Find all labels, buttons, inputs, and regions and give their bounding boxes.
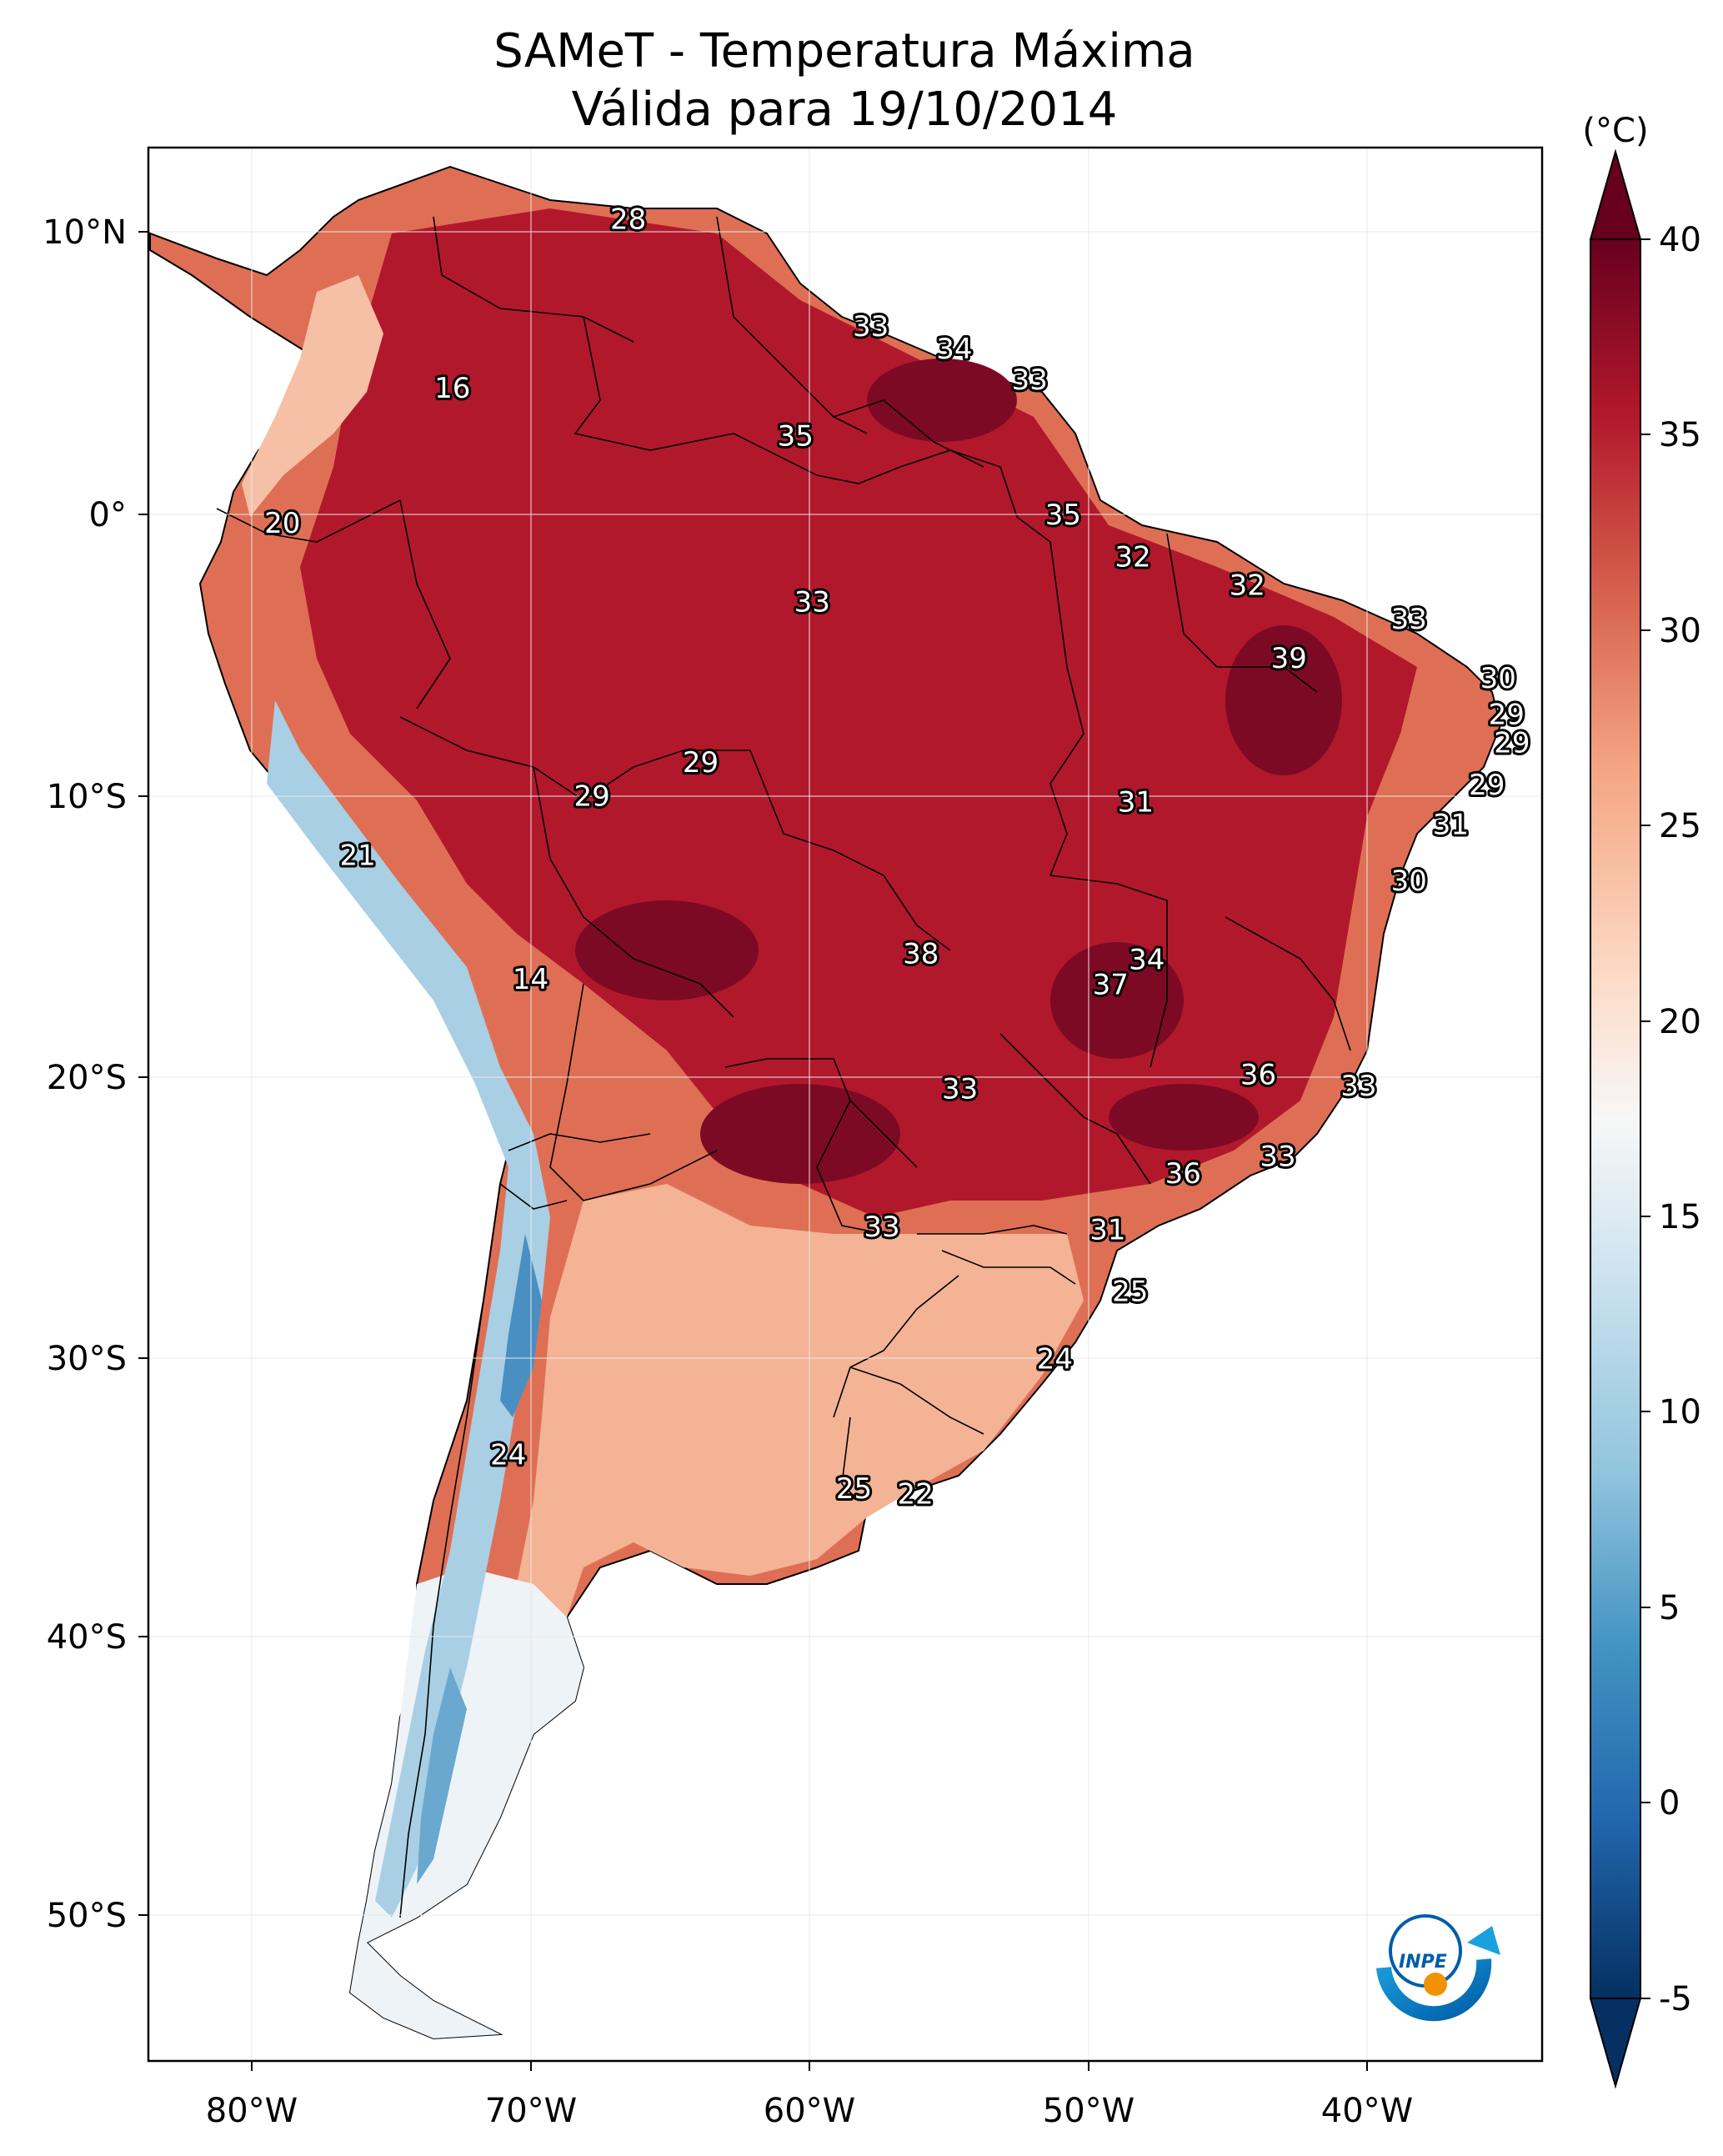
station-value-label: 33 [853, 310, 889, 343]
lon-tick-label: 80°W [206, 2092, 298, 2130]
station-value-label: 24 [490, 1438, 526, 1472]
station-value-label: 25 [1112, 1276, 1148, 1309]
andes-cold-strip [267, 700, 550, 1918]
station-value-label: 22 [897, 1478, 933, 1512]
inpe-logo: INPE [1376, 1914, 1500, 2022]
station-value-label: 34 [1129, 943, 1165, 976]
station-value-label: 33 [1391, 603, 1427, 636]
station-value-label: 33 [942, 1073, 978, 1106]
station-value-label: 29 [1494, 726, 1530, 760]
hot-cores [575, 358, 1342, 1184]
station-value-label: 33 [1012, 364, 1048, 397]
station-value-label: 29 [1489, 699, 1525, 732]
station-value-label: 30 [1391, 865, 1427, 898]
logo-text: INPE [1399, 1952, 1447, 1973]
colorbar-tick-label: -5 [1659, 1980, 1692, 2018]
logo-sun [1424, 1973, 1447, 1996]
lon-tick-label: 50°W [1043, 2092, 1134, 2130]
logo-swirl [1376, 1958, 1492, 2022]
colorbar-tick-label: 15 [1659, 1198, 1701, 1236]
station-value-label: 32 [1230, 569, 1265, 602]
colorbar-tick-label: 0 [1659, 1784, 1680, 1823]
station-value-label: 31 [1433, 808, 1469, 841]
station-value-label: 16 [434, 372, 470, 405]
station-value-label: 33 [864, 1211, 899, 1244]
chart-title-line-2: Válida para 19/10/2014 [572, 83, 1118, 137]
station-value-label: 35 [1045, 499, 1081, 532]
lat-tick-label: 50°S [47, 1897, 127, 1935]
colorbar-tick-label: 25 [1659, 807, 1701, 845]
colorbar-tick-label: 30 [1659, 612, 1701, 650]
station-value-label: 30 [1480, 662, 1516, 695]
station-value-label: 31 [1118, 785, 1154, 819]
station-value-label: 35 [778, 420, 814, 454]
colorbar-tick-label: 10 [1659, 1393, 1701, 1431]
station-value-label: 20 [264, 507, 300, 540]
station-value-label: 39 [1271, 642, 1307, 675]
andes-south-core [417, 1667, 467, 1884]
station-value-label: 32 [1114, 541, 1150, 574]
station-value-label: 31 [1089, 1213, 1125, 1246]
station-value-label: 24 [1037, 1343, 1073, 1376]
station-value-label: 29 [1469, 769, 1505, 802]
lat-tick-label: 20°S [47, 1059, 127, 1097]
longitude-labels: 80°W 70°W 60°W 50°W 40°W [206, 2092, 1413, 2130]
lon-tick-label: 70°W [485, 2092, 577, 2130]
colorbar-tick-label: 20 [1659, 1003, 1701, 1041]
lat-tick-label: 30°S [47, 1340, 127, 1378]
patagonia-region [350, 1567, 584, 2038]
colorbar-body [1590, 238, 1641, 1999]
station-value-label: 36 [1165, 1157, 1201, 1191]
station-value-label: 14 [513, 963, 548, 996]
colorbar-unit: (°C) [1582, 112, 1648, 150]
lon-tick-label: 40°W [1321, 2092, 1413, 2130]
colombia-andes [242, 275, 383, 517]
map-frame [147, 146, 1544, 2063]
lat-tick-label: 0° [89, 496, 127, 534]
latitude-labels: 10°N 0° 10°S 20°S 30°S 40°S 50°S [43, 213, 127, 1935]
colorbar-tick-label: 40 [1659, 221, 1701, 259]
station-value-label: 21 [339, 839, 375, 872]
station-value-label: 25 [836, 1472, 872, 1506]
chart-title-line-1: SAMeT - Temperatura Máxima [493, 24, 1195, 78]
colorbar-extend-top [1589, 148, 1642, 240]
station-value-label: 29 [683, 746, 719, 780]
lon-tick-label: 60°W [764, 2092, 855, 2130]
lat-tick-label: 10°S [47, 778, 127, 816]
colorbar-ticks [1640, 238, 1650, 1999]
station-value-label: 29 [573, 780, 609, 814]
station-value-label: 33 [794, 586, 830, 619]
colorbar: (°C) 40 35 30 25 20 15 10 5 0 -5 [1582, 112, 1701, 2089]
station-value-label: 37 [1093, 969, 1129, 1002]
colorbar-tick-label: 35 [1659, 416, 1701, 454]
station-value-label: 33 [1340, 1070, 1376, 1103]
station-value-label: 28 [610, 203, 646, 237]
temperate-region [517, 1184, 1084, 1634]
colorbar-tick-label: 5 [1659, 1589, 1680, 1627]
colorbar-extend-bottom [1589, 1998, 1642, 2089]
graticule [148, 148, 1542, 2061]
lat-tick-label: 40°S [47, 1618, 127, 1657]
logo-arrow-icon [1467, 1926, 1500, 1955]
axis-ticks [138, 231, 1368, 2071]
lat-tick-label: 10°N [43, 213, 127, 252]
station-value-label: 34 [936, 333, 972, 366]
country-borders [216, 216, 1351, 1918]
station-value-label: 33 [1260, 1141, 1295, 1174]
station-value-label: 38 [903, 938, 939, 971]
station-value-label: 36 [1240, 1059, 1276, 1092]
